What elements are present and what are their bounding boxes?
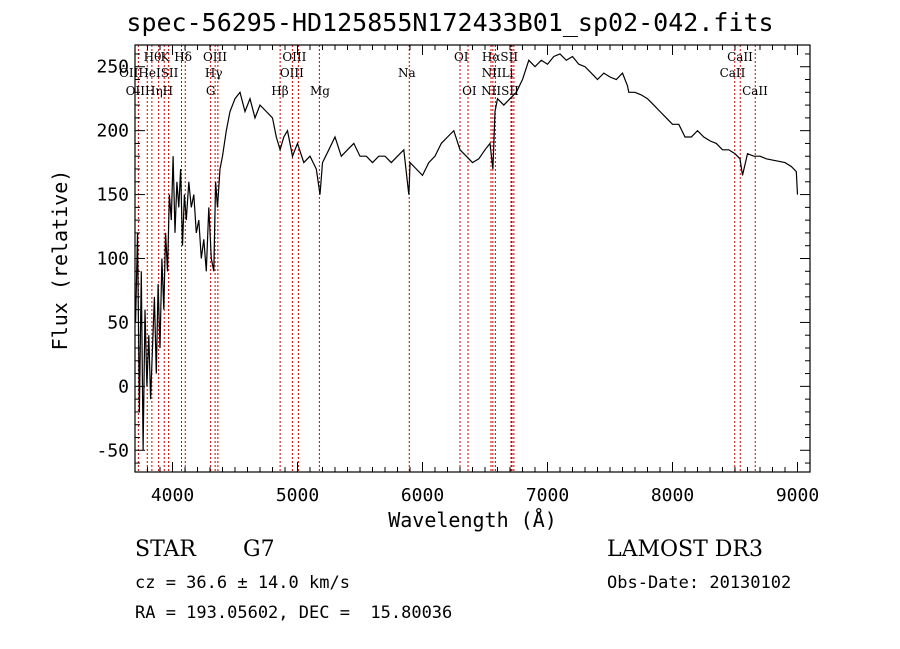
x-tick-label: 8000 bbox=[651, 485, 694, 506]
x-tick-label: 9000 bbox=[776, 485, 819, 506]
line-label: OI bbox=[454, 50, 469, 64]
y-tick-label: 150 bbox=[96, 185, 129, 206]
x-tick-label: 7000 bbox=[526, 485, 569, 506]
line-label: OIII bbox=[280, 66, 304, 80]
object-class: STAR bbox=[135, 537, 196, 562]
line-label: CaII bbox=[727, 50, 753, 64]
x-axis-label: Wavelength (Å) bbox=[388, 508, 557, 532]
line-labels: Hθ K Hδ OIII OIII OI HαSII CaII OIIHeISII Hγ OIII N… bbox=[119, 50, 768, 98]
line-label: OIIHηH bbox=[126, 84, 173, 98]
x-tick-label: 6000 bbox=[401, 485, 444, 506]
axes: 4000 5000 6000 7000 8000 9000 -50 0 50 100 150 200 2… bbox=[96, 44, 819, 506]
line-label: K bbox=[161, 50, 171, 64]
y-tick-label: -50 bbox=[96, 440, 129, 461]
spectrum-series bbox=[135, 53, 799, 451]
line-label: NIILi bbox=[482, 66, 514, 80]
redshift-velocity: cz = 36.6 ± 14.0 km/s bbox=[135, 573, 350, 593]
y-tick-label: 200 bbox=[96, 121, 129, 142]
y-tick-label: 250 bbox=[96, 57, 129, 78]
line-label: CaII bbox=[720, 66, 746, 80]
chart-title: spec-56295-HD125855N172433B01_sp02-042.f… bbox=[126, 8, 774, 37]
line-label: Mg bbox=[310, 84, 330, 98]
x-tick-label: 4000 bbox=[151, 485, 194, 506]
line-label: Hγ bbox=[205, 66, 223, 80]
line-label: Na bbox=[398, 66, 416, 80]
line-label: Hθ bbox=[144, 50, 162, 64]
line-label: NIISII bbox=[481, 84, 519, 98]
spectrum-line bbox=[135, 53, 799, 451]
line-label: G bbox=[206, 84, 216, 98]
observation-date: Obs-Date: 20130102 bbox=[607, 573, 792, 593]
coordinates: RA = 193.05602, DEC = 15.80036 bbox=[135, 603, 453, 623]
line-label: CaII bbox=[742, 84, 768, 98]
line-label: OI bbox=[462, 84, 477, 98]
spectral-line-markers bbox=[137, 45, 756, 472]
line-label: OIII bbox=[203, 50, 227, 64]
y-tick-label: 0 bbox=[118, 376, 129, 397]
line-label: Hδ bbox=[174, 50, 192, 64]
line-label: HαSII bbox=[482, 50, 519, 64]
line-label: OIII bbox=[282, 50, 306, 64]
y-axis-label: Flux (relative) bbox=[48, 169, 72, 351]
survey-name: LAMOST DR3 bbox=[607, 537, 763, 562]
line-label: OIIHeISII bbox=[119, 66, 179, 80]
object-subclass: G7 bbox=[243, 537, 275, 562]
y-tick-label: 100 bbox=[96, 249, 129, 270]
y-tick-label: 50 bbox=[107, 312, 129, 333]
line-label: Hβ bbox=[271, 84, 288, 98]
plot-frame bbox=[134, 44, 811, 473]
x-tick-label: 5000 bbox=[276, 485, 319, 506]
